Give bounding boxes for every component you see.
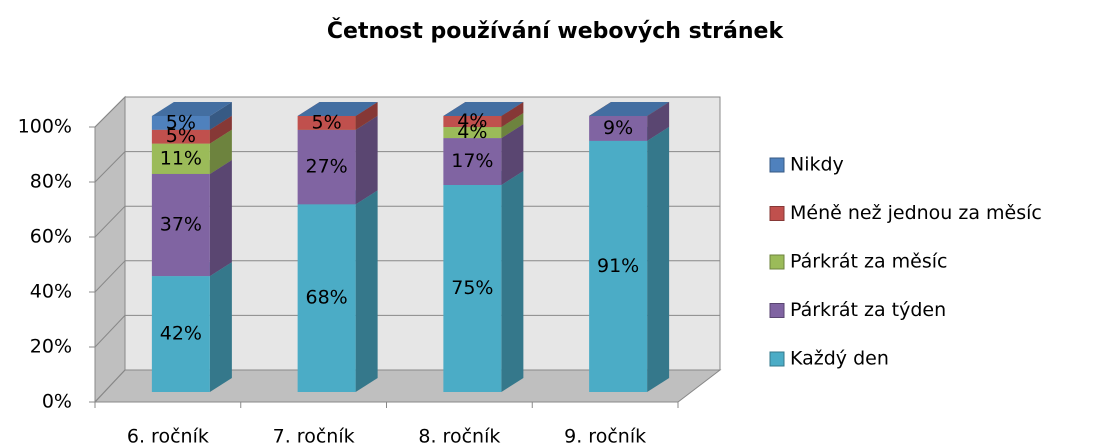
- legend-swatch: [769, 303, 785, 318]
- data-label: 42%: [160, 323, 202, 345]
- y-tick-label: 80%: [30, 171, 72, 193]
- legend-label: Nikdy: [790, 154, 844, 176]
- legend-swatch: [769, 206, 785, 221]
- bar: [443, 116, 502, 128]
- bar: [297, 204, 356, 392]
- y-tick-label: 100%: [18, 116, 72, 138]
- bar: [443, 127, 502, 139]
- bar: [589, 140, 648, 392]
- data-label: 5%: [312, 111, 342, 133]
- legend-label: Méně než jednou za měsíc: [790, 202, 1042, 224]
- bar: [297, 129, 356, 205]
- bar-side: [209, 129, 232, 174]
- bar-top: [589, 102, 670, 116]
- y-tick-label: 60%: [30, 226, 72, 248]
- data-label: 5%: [166, 111, 196, 133]
- bar-top: [151, 102, 232, 116]
- side-wall: [94, 95, 126, 404]
- bar-side: [355, 115, 378, 205]
- data-label: 4%: [457, 121, 487, 143]
- data-label: 75%: [451, 277, 493, 299]
- bar-side: [501, 171, 524, 392]
- legend-swatch: [769, 351, 785, 367]
- data-label: 11%: [160, 147, 202, 169]
- grid-line: [94, 205, 126, 238]
- grid-line: [94, 315, 126, 348]
- data-label: 27%: [306, 156, 348, 178]
- bar-side: [647, 126, 670, 392]
- x-tick-label: 7. ročník: [273, 426, 355, 446]
- data-label: 5%: [166, 125, 196, 147]
- bar-side: [355, 102, 378, 130]
- data-label: 37%: [160, 214, 202, 236]
- legend-swatch: [769, 254, 785, 270]
- bar-top: [297, 102, 378, 116]
- x-tick-label: 9. ročník: [564, 426, 646, 446]
- data-label: 91%: [597, 255, 639, 277]
- bar-side: [501, 113, 524, 139]
- grid-line: [94, 369, 126, 403]
- y-tick-label: 0%: [42, 391, 72, 413]
- legend-swatch: [769, 157, 785, 173]
- bar-side: [209, 262, 232, 392]
- bar: [151, 116, 210, 130]
- bar: [443, 185, 502, 392]
- bar-side: [501, 124, 524, 185]
- data-label: 68%: [306, 287, 348, 309]
- bar: [151, 276, 210, 392]
- bar: [589, 116, 648, 141]
- bar-top: [443, 102, 524, 116]
- y-tick-label: 20%: [30, 336, 72, 358]
- data-label: 17%: [451, 150, 493, 172]
- bar: [297, 116, 356, 130]
- bar-side: [209, 159, 232, 277]
- bar: [151, 173, 210, 277]
- chart-title: Četnost používání webových stránek: [327, 18, 785, 44]
- bar-side: [355, 190, 378, 392]
- grid-line: [94, 96, 126, 128]
- grid-line: [94, 151, 126, 183]
- data-label: 9%: [603, 117, 633, 139]
- bar: [443, 138, 502, 185]
- y-tick-label: 40%: [30, 281, 72, 303]
- grid-line: [94, 260, 126, 293]
- bar: [151, 129, 210, 144]
- bar-side: [209, 115, 232, 144]
- bar-side: [209, 102, 232, 130]
- legend-label: Párkrát za týden: [790, 299, 946, 321]
- bar-side: [647, 102, 670, 141]
- bar-side: [501, 102, 524, 128]
- bar: [151, 143, 210, 174]
- x-tick-label: 8. ročník: [418, 426, 500, 446]
- data-label: 4%: [457, 110, 487, 132]
- legend-label: Párkrát za měsíc: [790, 251, 947, 273]
- legend-label: Každý den: [790, 348, 889, 370]
- x-tick-label: 6. ročník: [127, 426, 209, 446]
